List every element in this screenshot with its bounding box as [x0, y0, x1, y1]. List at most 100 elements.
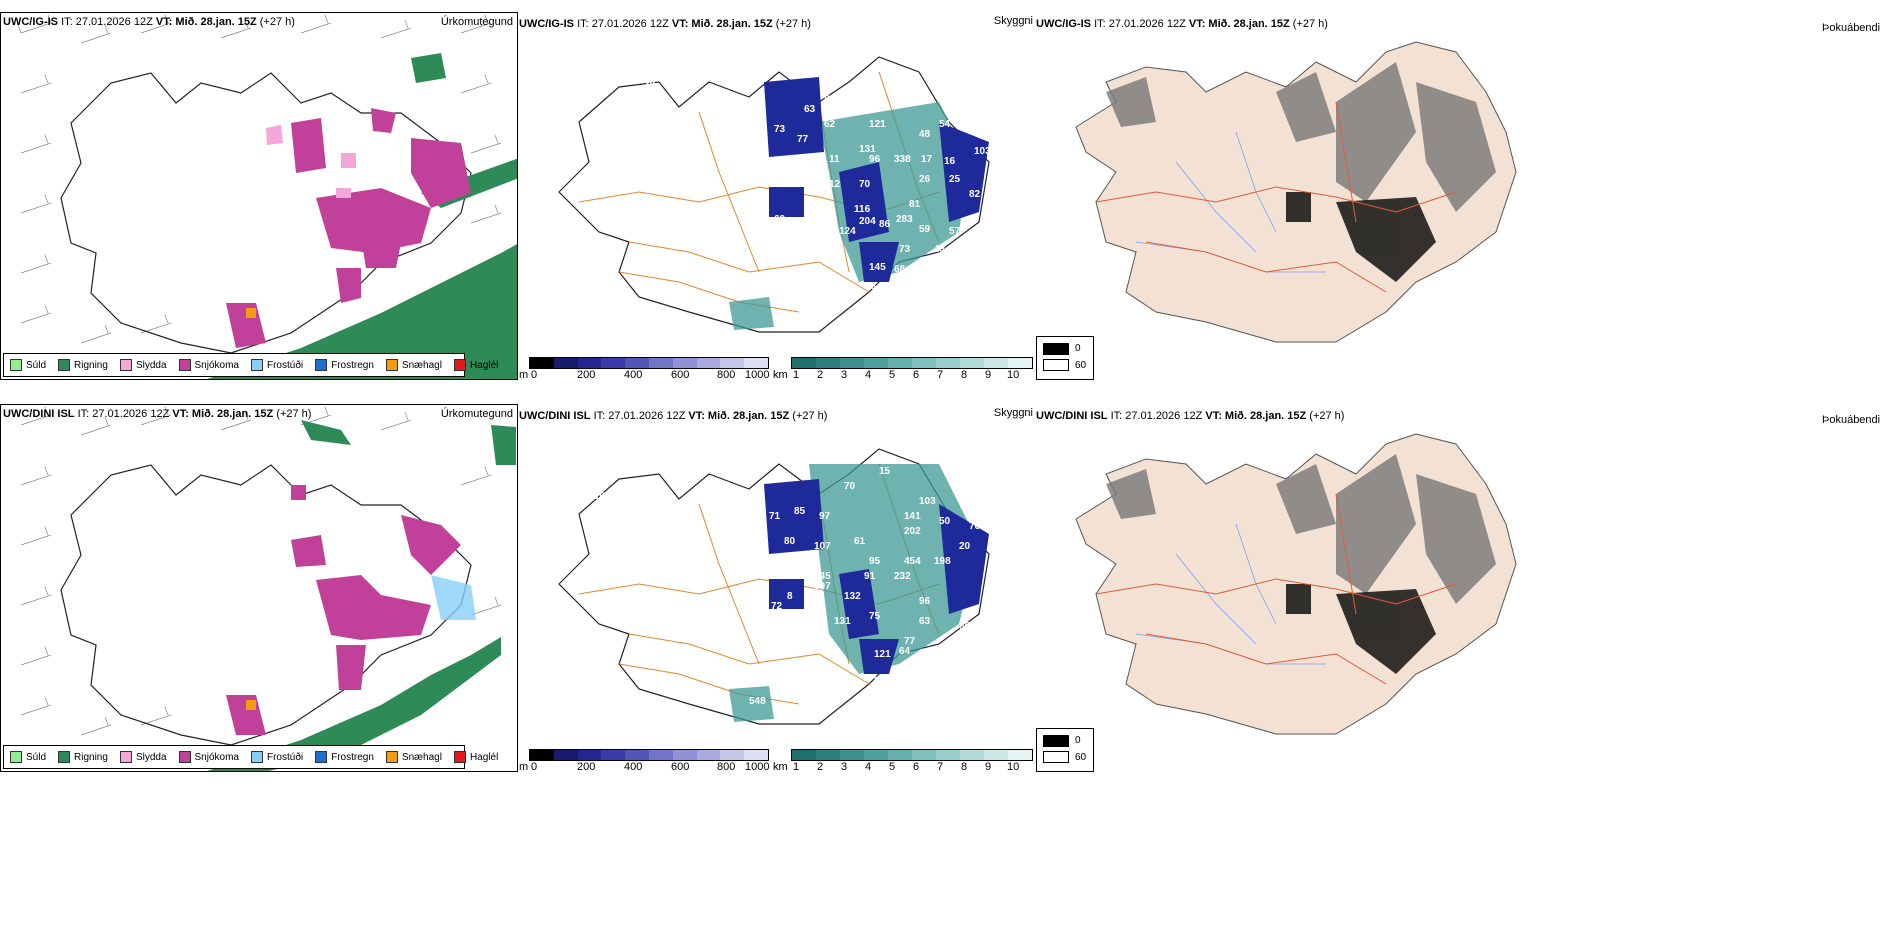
- ceiling-value-label: 48: [919, 129, 931, 140]
- ceiling-areas: [764, 77, 989, 282]
- ceiling-value-label: 71: [769, 511, 781, 522]
- ceiling-value-label: 69: [774, 214, 786, 225]
- ceiling-value-label: 65: [959, 621, 971, 632]
- vis-title-2: Skyggni: [993, 407, 1033, 419]
- ceiling-value-label: 73: [899, 244, 911, 255]
- header-1c: UWC/IG-IS IT: 27.01.2026 12Z VT: Mið. 28…: [1036, 18, 1328, 30]
- ceiling-value-label: 59: [919, 224, 931, 235]
- legend-item: Snæhagl: [385, 359, 442, 371]
- ceiling-value-label: 106: [594, 491, 611, 502]
- vis-title-1: Skyggni: [993, 15, 1033, 27]
- fog-colorbar-1: 0 60: [1036, 336, 1094, 380]
- fog-title-1: Þokuábendi: [1822, 22, 1881, 34]
- precip-title-1: Úrkomutegund: [440, 16, 513, 28]
- legend-item: Rigning: [58, 751, 108, 763]
- fog-colorbar-2: 0 60: [1036, 728, 1094, 772]
- ceiling-value-label: 68: [609, 506, 621, 517]
- fog-map-1: [1075, 41, 1517, 343]
- ceiling-colorbar-1: m 0 200 400 600 800 1000: [519, 355, 769, 380]
- ceiling-value-label: 12: [829, 179, 841, 190]
- header-2b: UWC/DINI ISL IT: 27.01.2026 12Z VT: Mið.…: [519, 410, 828, 422]
- ceiling-value-label: 76: [969, 521, 981, 532]
- legend-item: Frostregn: [315, 751, 374, 763]
- ceiling-value-label: 68: [894, 264, 906, 275]
- precip-panel-2: UWC/DINI ISL IT: 27.01.2026 12Z VT: Mið.…: [0, 404, 518, 772]
- ceiling-value-label: 95: [869, 556, 881, 567]
- ceiling-value-label: 63: [919, 616, 931, 627]
- ceiling-value-label: 64: [899, 646, 911, 657]
- ceiling-value-label: 54: [939, 119, 951, 130]
- header-1a: UWC/IG-IS IT: 27.01.2026 12Z VT: Mið. 28…: [3, 16, 295, 28]
- fog-panel-2: 0 60 UWC/DINI ISL IT: 27.01.2026 12Z VT: …: [1036, 404, 1900, 772]
- ceiling-value-label: 63: [804, 104, 816, 115]
- ceiling-value-label: 116: [854, 204, 871, 215]
- ceiling-value-label: 96: [919, 596, 931, 607]
- ceiling-value-label: 338: [894, 154, 911, 165]
- ceiling-value-label: 75: [869, 611, 881, 622]
- ceiling-value-label: 50: [939, 516, 951, 527]
- legend-item: Snjókoma: [178, 359, 239, 371]
- visibility-panel-2: 87 106 68 15 70 71 85 97 80 107 103 141 50 76 202 61 95 4…: [519, 404, 1035, 772]
- ceiling-value-label: 80: [784, 536, 796, 547]
- ceiling-value-label: 15: [879, 466, 891, 477]
- legend-item: Frostregn: [315, 359, 374, 371]
- visibility-colorbar-2: km 1 2 3 4 5 6 7 8 9 10: [773, 747, 1033, 772]
- ceiling-value-label: 131: [834, 616, 851, 627]
- ceiling-value-label: 121: [869, 119, 886, 130]
- visibility-panel-1: 29 73 63 77 76 89 62 112 11 12 121 54 131 48 103 96 338 1…: [519, 12, 1035, 380]
- fog-panel-1: 0 60 UWC/IG-IS IT: 27.01.2026 12Z VT: Mið…: [1036, 12, 1900, 380]
- ceiling-value-label: 131: [859, 144, 876, 155]
- ceiling-value-label: 43: [934, 244, 946, 255]
- ceiling-value-label: 82: [969, 189, 981, 200]
- ceiling-value-label: 103: [919, 496, 936, 507]
- ceiling-value-label: 61: [854, 536, 866, 547]
- snow-areas: [226, 108, 471, 348]
- ceiling-value-label: 198: [934, 556, 951, 567]
- legend-item: Súld: [10, 359, 46, 371]
- ceiling-value-label: 132: [844, 591, 861, 602]
- ceiling-value-label: 112: [809, 154, 826, 165]
- ceiling-value-label: 8: [787, 591, 793, 602]
- ceiling-value-label: 76: [789, 154, 801, 165]
- ceiling-value-label: 87: [644, 461, 656, 472]
- snow-areas: [226, 485, 461, 735]
- legend-item: Haglél: [453, 359, 498, 371]
- precip-map-1: [17, 14, 517, 379]
- ceiling-value-label: 96: [869, 154, 881, 165]
- header-2c: UWC/DINI ISL IT: 27.01.2026 12Z VT: Mið.…: [1036, 410, 1345, 422]
- ceiling-value-label: 745: [814, 571, 831, 582]
- ceiling-value-label: 107: [814, 541, 831, 552]
- ceiling-value-label: 72: [771, 601, 783, 612]
- ceiling-value-label: 144: [774, 711, 791, 722]
- ceiling-value-label: 26: [919, 174, 931, 185]
- precip-map-2: [20, 406, 516, 771]
- ceiling-value-label: 454: [904, 556, 921, 567]
- ceiling-value-label: 11: [829, 154, 840, 165]
- ceiling-labels: 29 73 63 77 76 89 62 112 11 12 121 54 131 48 103 96 338 1…: [644, 79, 991, 330]
- ceiling-value-label: 89: [824, 94, 836, 105]
- ceiling-areas: [764, 479, 989, 674]
- fog-map-2: [1075, 433, 1517, 735]
- legend-item: Frostúði: [250, 359, 303, 371]
- fog-dense: [1286, 192, 1436, 282]
- ceiling-value-label: 62: [824, 119, 836, 130]
- ceiling-value-label: 145: [869, 262, 886, 273]
- ceiling-value-label: 91: [864, 571, 876, 582]
- ceiling-value-label: 124: [839, 226, 856, 237]
- ceiling-value-label: 25: [949, 174, 961, 185]
- ceiling-value-label: 283: [896, 214, 913, 225]
- ceiling-value-label: 50: [874, 676, 886, 687]
- legend-item: Rigning: [58, 359, 108, 371]
- ceiling-value-label: 204: [859, 216, 876, 227]
- fog-shading: [1106, 454, 1496, 604]
- fog-dense: [1286, 584, 1436, 674]
- visibility-colorbar-1: km 1 2 3 4 5 6 7 8 9 10: [773, 355, 1033, 380]
- ceiling-value-label: 58: [789, 319, 801, 330]
- legend-item: Snæhagl: [385, 751, 442, 763]
- ceiling-value-label: 81: [909, 199, 921, 210]
- legend-item: Súld: [10, 751, 46, 763]
- ceiling-value-label: 548: [749, 696, 766, 707]
- ceiling-value-label: 29: [644, 79, 656, 90]
